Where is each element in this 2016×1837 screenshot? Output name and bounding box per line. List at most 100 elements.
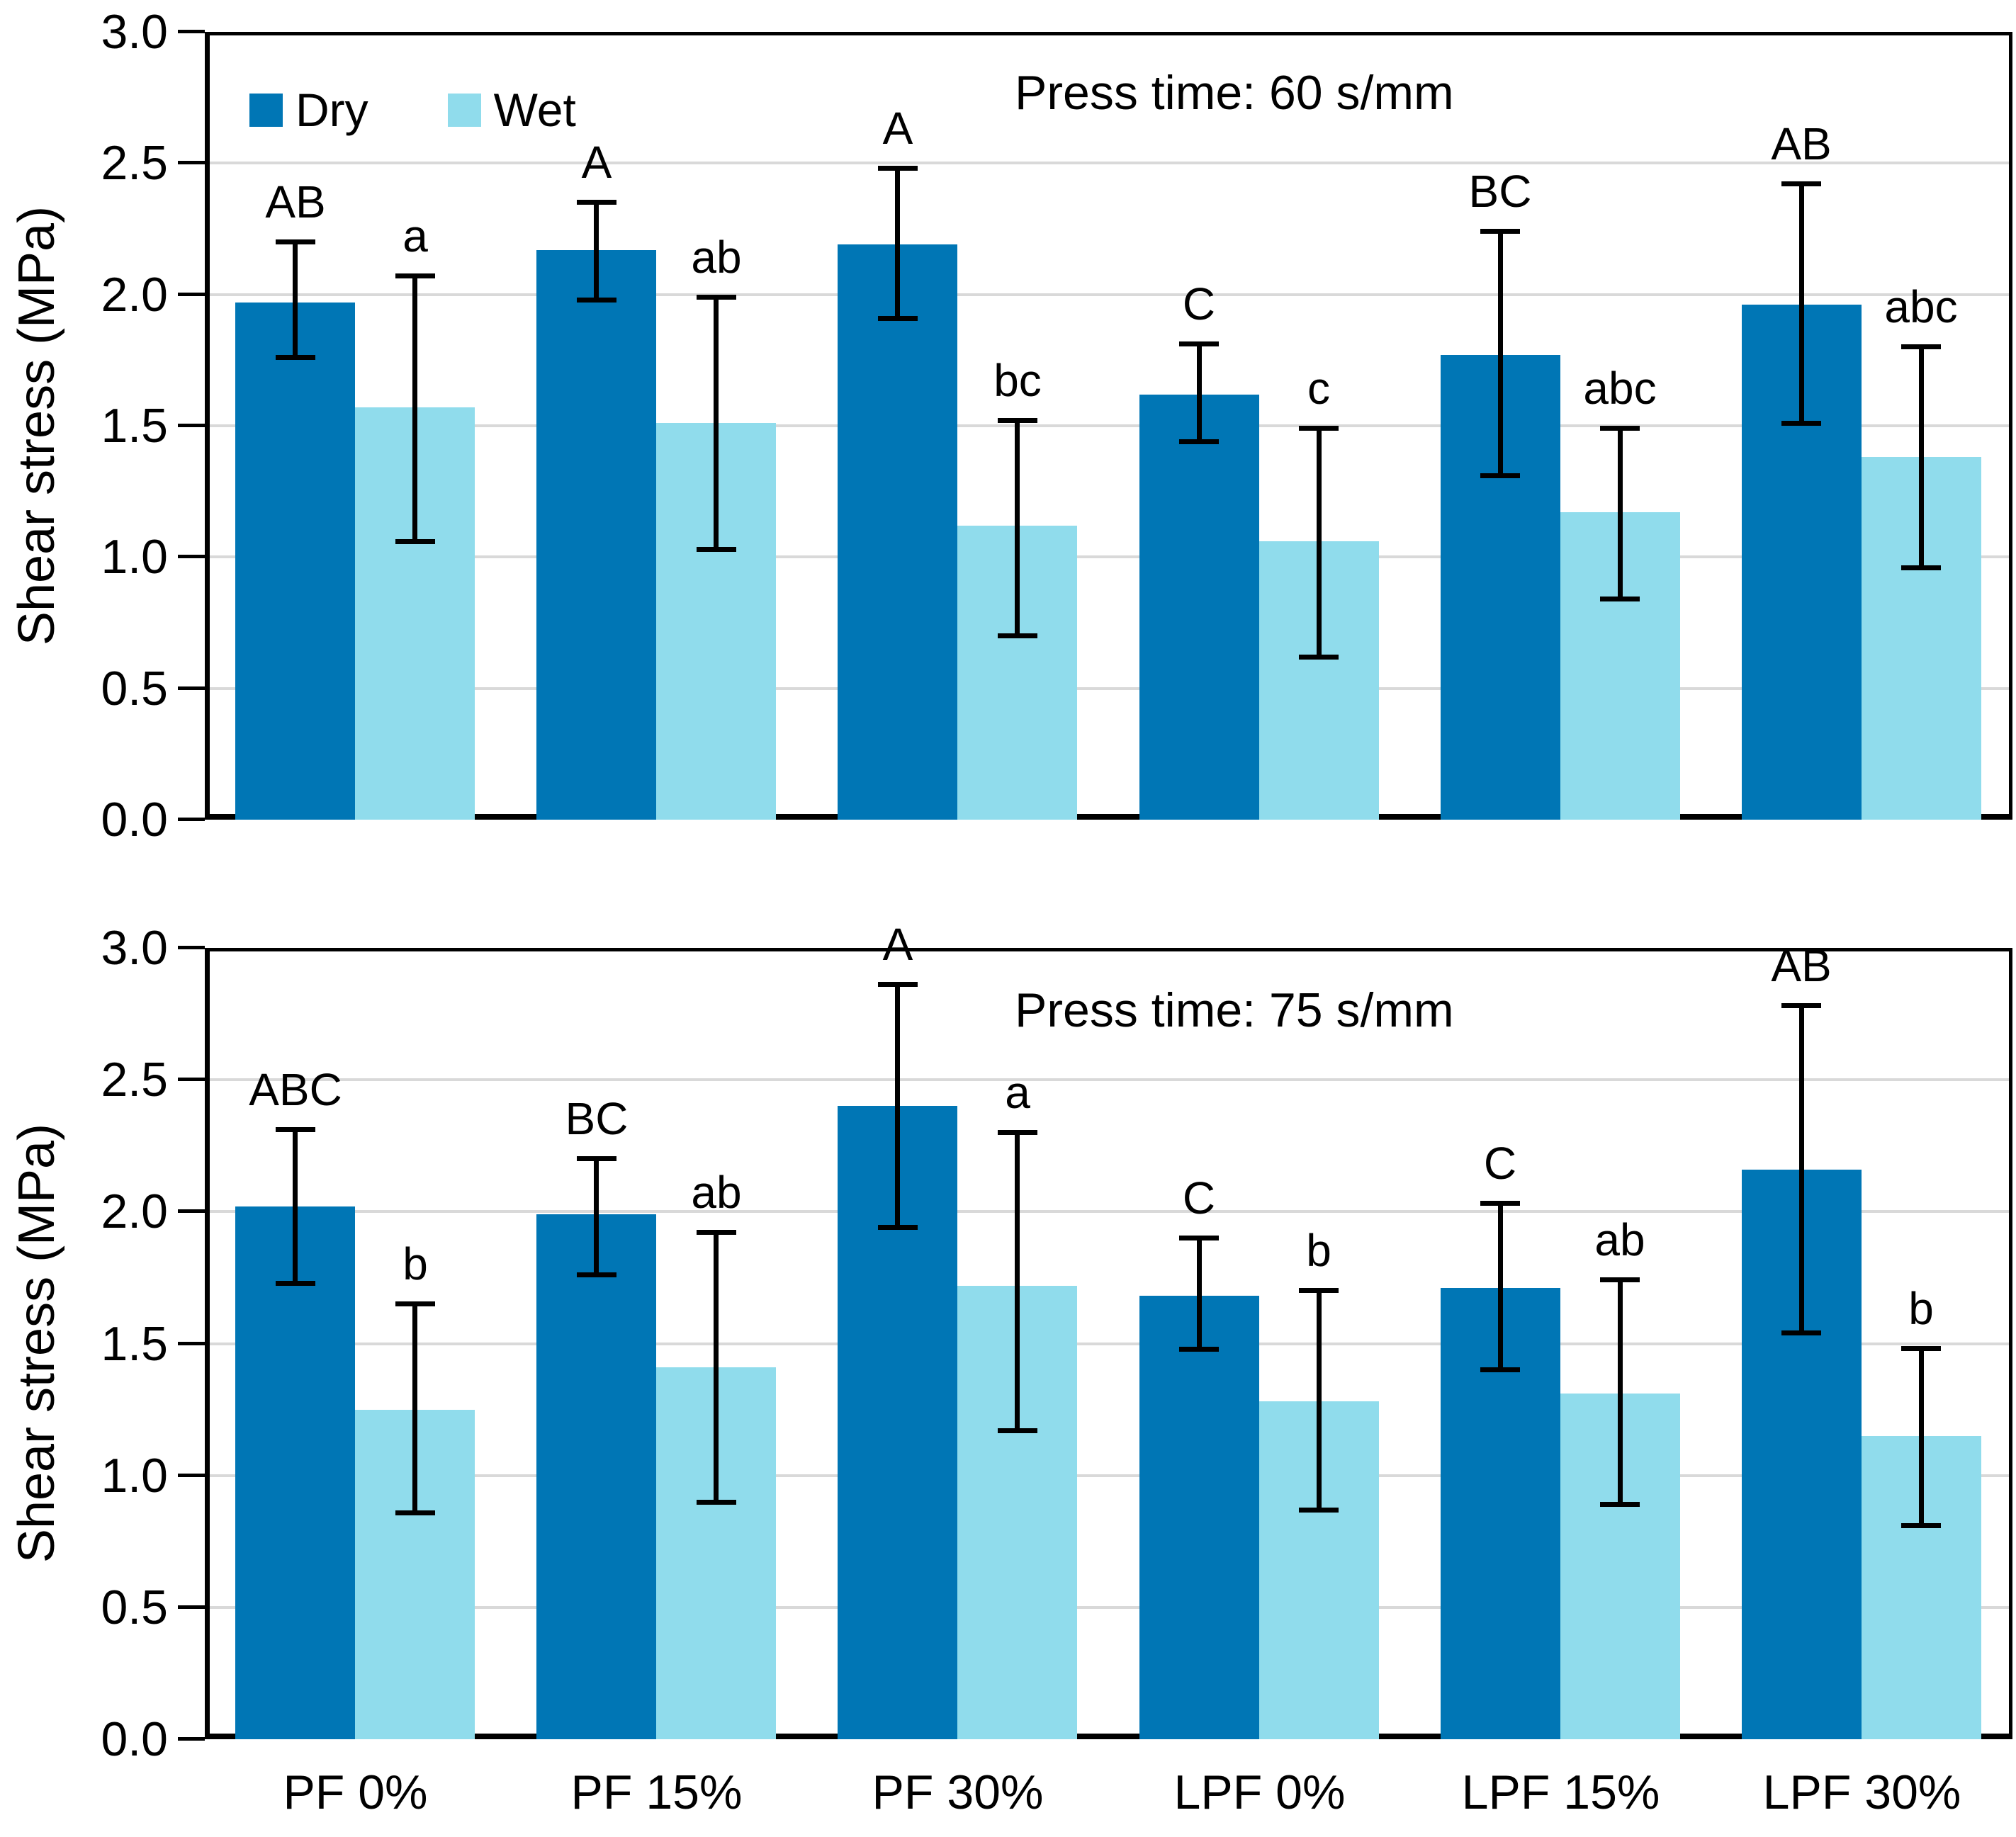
y-axis-tick bbox=[178, 424, 205, 427]
significance-letter: C bbox=[1182, 1172, 1216, 1223]
error-bar bbox=[1015, 1130, 1020, 1433]
error-bar bbox=[1618, 426, 1623, 601]
error-bar-cap-bottom bbox=[1480, 1367, 1520, 1372]
y-axis-tick bbox=[178, 30, 205, 33]
significance-letter: AB bbox=[265, 176, 326, 227]
x-tick-label: LPF 15% bbox=[1461, 1765, 1660, 1819]
legend-label-wet: Wet bbox=[493, 84, 576, 136]
error-bar bbox=[412, 1301, 417, 1515]
x-tick-label: PF 15% bbox=[570, 1765, 743, 1819]
plot-area bbox=[205, 948, 2012, 1739]
bar-dry-LPF0 bbox=[1139, 395, 1259, 820]
error-bar-cap-bottom bbox=[276, 355, 315, 360]
error-bar bbox=[1197, 341, 1202, 444]
significance-letter: ABC bbox=[249, 1064, 342, 1115]
error-bar bbox=[895, 982, 900, 1230]
significance-letter: AB bbox=[1771, 940, 1832, 991]
error-bar bbox=[594, 200, 599, 303]
significance-letter: AB bbox=[1771, 118, 1832, 169]
significance-letter: bc bbox=[993, 355, 1042, 406]
gridline bbox=[210, 1078, 2009, 1081]
error-bar-cap-top bbox=[1600, 1277, 1640, 1282]
gridline bbox=[210, 424, 2009, 427]
error-bar bbox=[714, 1230, 719, 1505]
error-bar-cap-bottom bbox=[395, 539, 435, 544]
error-bar bbox=[1799, 181, 1804, 426]
error-bar-cap-bottom bbox=[276, 1281, 315, 1286]
error-bar-cap-top bbox=[998, 1130, 1037, 1135]
error-bar-cap-top bbox=[1299, 1288, 1339, 1293]
significance-letter: a bbox=[1005, 1067, 1030, 1118]
y-axis-tick bbox=[178, 161, 205, 164]
error-bar-cap-top bbox=[878, 982, 918, 987]
y-tick-label: 1.0 bbox=[101, 530, 168, 584]
error-bar bbox=[412, 273, 417, 544]
significance-letter: b bbox=[1908, 1283, 1934, 1334]
error-bar-cap-top bbox=[1781, 181, 1821, 186]
error-bar-cap-top bbox=[1179, 341, 1219, 346]
x-tick-label: PF 30% bbox=[872, 1765, 1044, 1819]
y-axis-tick bbox=[178, 1474, 205, 1477]
error-bar-cap-top bbox=[395, 273, 435, 278]
significance-letter: abc bbox=[1583, 363, 1657, 414]
error-bar bbox=[895, 166, 900, 321]
error-bar-cap-top bbox=[577, 1156, 616, 1161]
error-bar-cap-bottom bbox=[1901, 1523, 1941, 1528]
x-tick-label: PF 0% bbox=[283, 1765, 428, 1819]
bar-dry-PF15 bbox=[536, 1214, 657, 1739]
error-bar-cap-top bbox=[1480, 229, 1520, 234]
error-bar-cap-bottom bbox=[697, 1500, 736, 1505]
error-bar-cap-top bbox=[395, 1301, 435, 1306]
error-bar-cap-bottom bbox=[1781, 421, 1821, 426]
error-bar-cap-bottom bbox=[1600, 1502, 1640, 1507]
y-tick-label: 0.0 bbox=[101, 1712, 168, 1766]
bar-dry-PF0 bbox=[235, 303, 355, 820]
significance-letter: A bbox=[882, 919, 913, 970]
gridline bbox=[210, 1606, 2009, 1609]
error-bar-cap-top bbox=[1901, 1346, 1941, 1351]
error-bar-cap-bottom bbox=[577, 298, 616, 303]
significance-letter: ab bbox=[1594, 1214, 1645, 1265]
significance-letter: abc bbox=[1884, 281, 1958, 332]
y-tick-label: 3.0 bbox=[101, 921, 168, 975]
error-bar bbox=[1197, 1236, 1202, 1352]
error-bar-cap-top bbox=[878, 166, 918, 171]
error-bar-cap-bottom bbox=[878, 316, 918, 321]
y-axis-tick bbox=[178, 818, 205, 821]
y-tick-label: 1.5 bbox=[101, 399, 168, 453]
significance-letter: C bbox=[1182, 278, 1216, 329]
error-bar-cap-top bbox=[697, 1230, 736, 1235]
significance-letter: c bbox=[1307, 363, 1330, 414]
y-axis-tick bbox=[178, 1737, 205, 1741]
error-bar bbox=[1498, 229, 1503, 478]
error-bar-cap-bottom bbox=[1901, 565, 1941, 570]
gridline bbox=[210, 1343, 2009, 1345]
error-bar bbox=[293, 239, 298, 360]
error-bar bbox=[1799, 1003, 1804, 1335]
error-bar-cap-bottom bbox=[998, 633, 1037, 638]
error-bar-cap-bottom bbox=[1299, 1508, 1339, 1513]
gridline bbox=[210, 1474, 2009, 1477]
error-bar-cap-top bbox=[1299, 426, 1339, 431]
y-axis-tick bbox=[178, 1342, 205, 1345]
y-tick-label: 2.0 bbox=[101, 1185, 168, 1238]
y-tick-label: 0.5 bbox=[101, 1581, 168, 1634]
y-axis-tick bbox=[178, 946, 205, 949]
error-bar bbox=[1919, 1346, 1924, 1528]
y-axis-tick bbox=[178, 1078, 205, 1081]
bar-dry-LPF0 bbox=[1139, 1296, 1259, 1739]
error-bar-cap-bottom bbox=[1179, 439, 1219, 444]
error-bar bbox=[1317, 426, 1322, 660]
gridline bbox=[210, 162, 2009, 164]
bar-dry-PF30 bbox=[838, 244, 958, 820]
y-axis-tick bbox=[178, 686, 205, 690]
y-tick-label: 0.0 bbox=[101, 793, 168, 847]
y-tick-label: 1.5 bbox=[101, 1317, 168, 1371]
error-bar-cap-bottom bbox=[998, 1428, 1037, 1433]
y-axis-tick bbox=[178, 1605, 205, 1609]
error-bar bbox=[293, 1127, 298, 1286]
y-tick-label: 0.5 bbox=[101, 662, 168, 716]
error-bar bbox=[1317, 1288, 1322, 1513]
